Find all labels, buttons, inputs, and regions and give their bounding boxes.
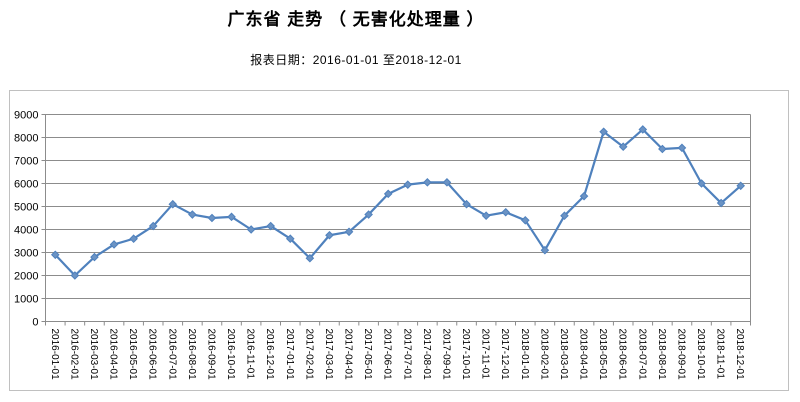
x-axis-label: 2018-03-01	[558, 329, 569, 381]
x-axis-label: 2016-07-01	[166, 329, 177, 381]
x-axis-label: 2016-06-01	[147, 329, 158, 381]
y-axis-label: 3000	[14, 247, 38, 259]
x-axis-label: 2018-07-01	[636, 329, 647, 381]
data-point-marker	[168, 199, 178, 209]
y-axis-label: 2000	[14, 270, 38, 282]
x-axis-label: 2016-09-01	[205, 329, 216, 381]
x-axis-label: 2018-09-01	[675, 329, 686, 381]
data-point-marker	[148, 221, 158, 231]
series-line	[54, 128, 742, 277]
data-point-marker	[188, 210, 197, 219]
x-axis-label: 2017-08-01	[421, 329, 432, 381]
data-point-marker	[540, 245, 550, 255]
y-axis-label: 6000	[14, 178, 38, 190]
data-point-marker	[70, 271, 80, 280]
data-point-marker	[599, 127, 608, 137]
data-point-marker	[285, 234, 295, 244]
data-point-marker	[442, 178, 452, 187]
data-point-marker	[520, 215, 530, 225]
data-point-marker	[325, 230, 334, 240]
x-axis-label: 2017-02-01	[303, 329, 314, 381]
x-axis-label: 2018-12-01	[734, 329, 745, 381]
x-axis-label: 2017-04-01	[343, 329, 354, 381]
y-axis-label: 4000	[14, 224, 38, 236]
x-axis-label: 2018-06-01	[617, 329, 628, 381]
x-axis-label: 2018-04-01	[578, 329, 589, 381]
x-axis-label: 2016-12-01	[264, 329, 275, 381]
report-date-range: 报表日期：2016-01-01 至2018-12-01	[250, 53, 462, 67]
data-point-marker	[207, 213, 217, 223]
data-point-marker	[736, 181, 746, 191]
x-axis-label: 2017-09-01	[440, 329, 451, 381]
x-axis-label: 2016-05-01	[127, 329, 138, 381]
data-point-marker	[129, 234, 138, 244]
report-header: 广东省 走势 （ 无害化处理量 ） 报表日期：2016-01-01 至2018-…	[0, 0, 712, 68]
data-point-marker	[383, 189, 393, 199]
data-point-marker	[501, 207, 511, 217]
x-axis-label: 2018-02-01	[538, 329, 549, 381]
x-axis-label: 2016-08-01	[186, 329, 197, 381]
line-chart-canvas: 0 1000 2000 3000 4000 5000 6000 7000 8000 9000 201…	[14, 109, 751, 381]
data-point-marker	[481, 211, 491, 221]
x-axis-label: 2016-04-01	[108, 329, 119, 381]
data-point-marker	[266, 221, 276, 231]
data-point-marker	[658, 144, 667, 154]
data-point-marker	[560, 211, 569, 221]
x-axis-label: 2016-11-01	[245, 329, 256, 380]
data-point-marker	[462, 199, 471, 209]
data-point-marker	[716, 198, 726, 208]
data-point-marker	[344, 227, 354, 237]
trend-chart: 0 1000 2000 3000 4000 5000 6000 7000 8000 9000 201…	[9, 90, 789, 391]
data-point-marker	[109, 240, 119, 249]
data-point-marker	[677, 143, 687, 153]
chart-title: 广东省 走势 （ 无害化处理量 ）	[227, 10, 485, 29]
x-axis-label: 2017-07-01	[401, 329, 412, 381]
data-point-marker	[364, 210, 373, 219]
y-axis-label: 9000	[14, 109, 38, 121]
x-axis-label: 2016-03-01	[88, 329, 99, 381]
x-axis-label: 2017-01-01	[284, 329, 295, 381]
x-axis-label: 2018-01-01	[519, 329, 530, 381]
x-axis-label: 2018-11-01	[715, 329, 726, 380]
x-axis-label: 2017-05-01	[362, 329, 373, 381]
y-axis-label: 0	[32, 316, 38, 328]
data-point-marker	[403, 180, 413, 189]
x-axis-label: 2018-10-01	[695, 329, 706, 381]
y-axis-label: 7000	[14, 155, 38, 167]
data-point-marker	[579, 191, 589, 201]
y-axis-label: 8000	[14, 132, 38, 144]
x-axis-label: 2017-06-01	[382, 329, 393, 381]
x-axis-label: 2016-10-01	[225, 329, 236, 381]
x-axis-label: 2017-03-01	[323, 329, 334, 381]
y-axis-label: 1000	[14, 293, 38, 305]
data-point-marker	[638, 125, 648, 134]
x-axis-label: 2017-10-01	[460, 329, 471, 381]
data-point-marker	[90, 252, 99, 262]
data-point-marker	[697, 179, 706, 188]
x-axis-label: 2017-12-01	[499, 329, 510, 381]
y-axis-label: 5000	[14, 201, 38, 213]
data-point-marker	[246, 225, 256, 234]
data-point-marker	[227, 212, 236, 222]
data-point-marker	[50, 250, 60, 260]
x-axis-label: 2016-01-01	[49, 329, 60, 381]
x-axis-label: 2018-08-01	[656, 329, 667, 381]
data-point-marker	[618, 142, 628, 152]
x-axis-label: 2018-05-01	[597, 329, 608, 381]
data-point-marker	[305, 253, 315, 263]
x-axis-label: 2016-02-01	[68, 329, 79, 381]
x-axis-label: 2017-11-01	[480, 329, 491, 380]
data-point-marker	[423, 178, 432, 187]
